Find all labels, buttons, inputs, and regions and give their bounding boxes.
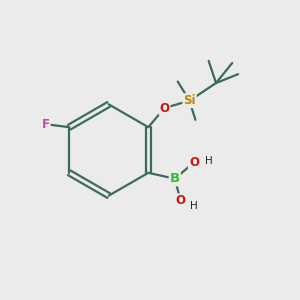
Text: H: H bbox=[205, 156, 213, 166]
Text: B: B bbox=[170, 172, 180, 185]
Text: H: H bbox=[190, 201, 198, 211]
Text: Si: Si bbox=[183, 94, 196, 107]
Text: O: O bbox=[176, 194, 186, 207]
Text: O: O bbox=[160, 101, 170, 115]
Text: O: O bbox=[189, 156, 199, 169]
Text: F: F bbox=[42, 118, 50, 131]
